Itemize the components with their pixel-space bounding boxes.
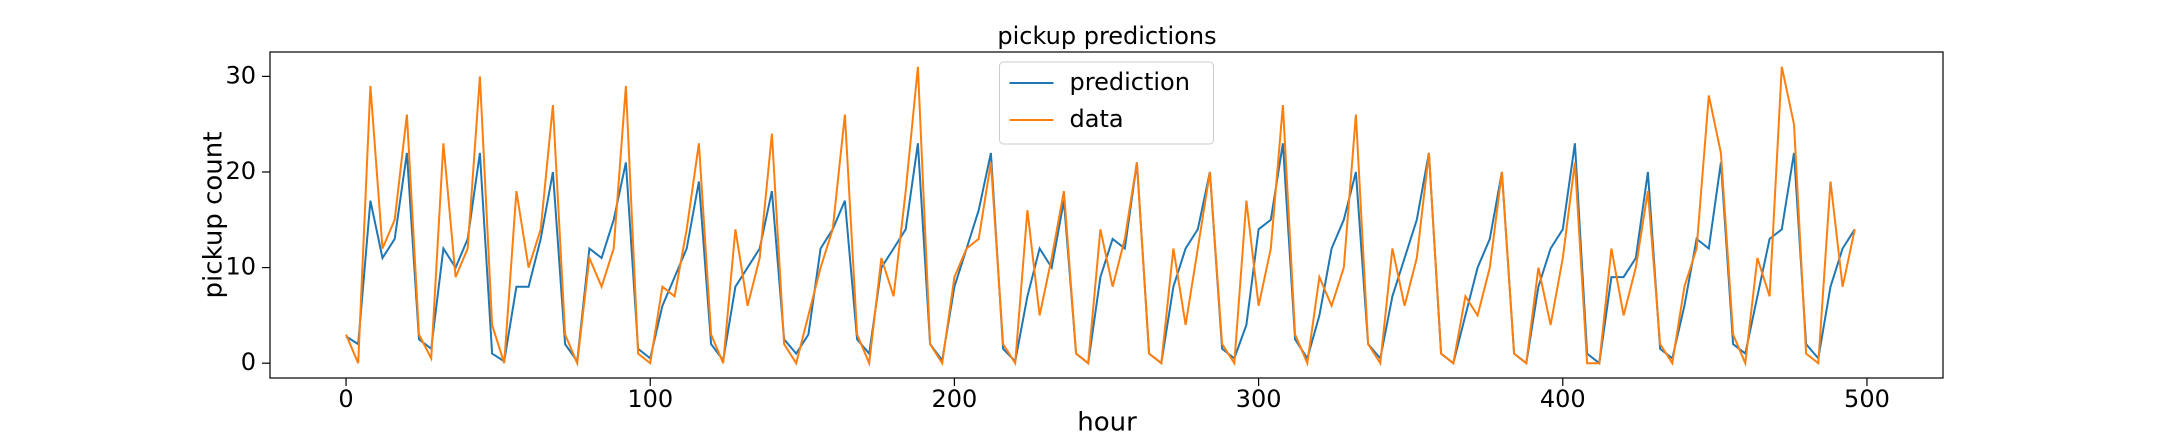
x-tick-label: 400: [1540, 385, 1586, 413]
chart-title: pickup predictions: [997, 22, 1216, 50]
legend-label: data: [1070, 105, 1124, 133]
x-tick-label: 500: [1844, 385, 1890, 413]
legend-label: prediction: [1070, 68, 1190, 96]
x-tick-label: 300: [1236, 385, 1282, 413]
y-axis-label: pickup count: [199, 132, 229, 299]
data-line: [345, 66, 1856, 368]
x-axis-label: hour: [1077, 408, 1137, 433]
x-tick-label: 200: [932, 385, 978, 413]
legend: prediction data: [999, 61, 1214, 145]
y-tick-label: 30: [225, 61, 256, 89]
x-tick-label: 0: [338, 385, 353, 413]
y-tick-label: 10: [225, 253, 256, 281]
data-line: [345, 143, 1856, 366]
y-tick-label: 0: [241, 348, 256, 376]
y-tick-label: 20: [225, 157, 256, 185]
x-tick-label: 100: [627, 385, 673, 413]
axes-frame: [269, 51, 1944, 379]
